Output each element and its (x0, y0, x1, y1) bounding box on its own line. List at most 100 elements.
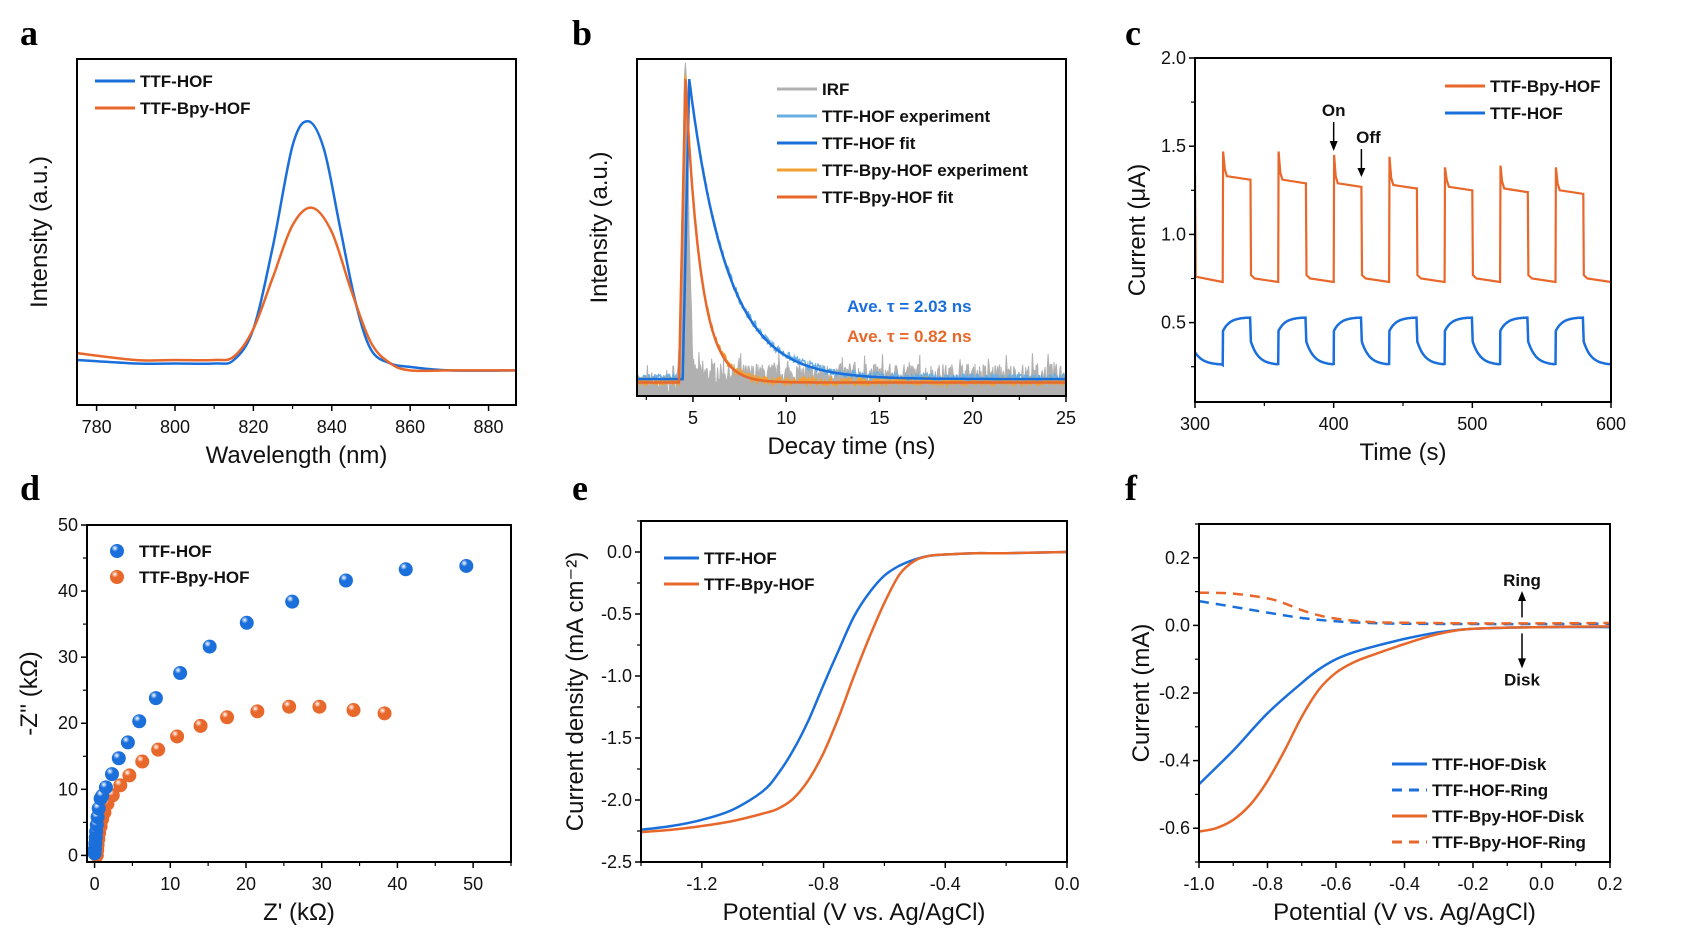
x-axis-label: Wavelength (nm) (206, 442, 388, 469)
x-tick-label: 10 (160, 874, 180, 894)
y-tick-label: 1.5 (1161, 136, 1186, 156)
x-tick-label: 300 (1180, 414, 1210, 434)
plot-frame (1198, 523, 1611, 863)
legend-label: TTF-HOF (704, 549, 777, 568)
data-point (202, 639, 217, 654)
x-tick-label: -1.0 (1183, 874, 1214, 894)
x-axis-label: Time (s) (1359, 439, 1446, 466)
x-axis-label: Potential (V vs. Ag/AgCl) (723, 899, 986, 926)
x-tick-label: 0 (90, 874, 100, 894)
y-axis-label: Current (mA) (1128, 624, 1155, 763)
x-tick-label: -0.4 (1389, 874, 1420, 894)
data-point (239, 615, 254, 630)
y-tick-label: 10 (58, 779, 78, 799)
legend-label: TTF-Bpy-HOF (140, 99, 250, 118)
x-tick-label: 0.2 (1597, 874, 1622, 894)
data-point (132, 714, 147, 729)
series-line-ttf-bpy-hof-fit (637, 79, 1066, 384)
legend-label: TTF-HOF (140, 72, 213, 91)
y-tick-label: -0.5 (601, 604, 632, 624)
panel-a: a 780 800 820 840 860 880 Wavelength (nm) Intens… (20, 13, 517, 469)
legend-label: TTF-HOF-Ring (1432, 781, 1548, 800)
x-axis-label: Z' (kΩ) (263, 899, 335, 926)
ring-annotation: Ring (1503, 571, 1541, 590)
series-line-ttf-hof (77, 120, 516, 372)
lifetime-annotation: Ave. τ = 2.03 ns (847, 297, 972, 316)
y-axis-label: -Z'' (kΩ) (16, 651, 43, 735)
y-tick-label: -0.6 (1159, 818, 1190, 838)
x-tick-label: 5 (688, 408, 698, 428)
y-tick-label: 50 (58, 515, 78, 535)
plot-frame (636, 58, 1067, 397)
data-point (338, 573, 353, 588)
data-point (398, 562, 413, 577)
panel-e: e -1.2 -0.8 -0.4 0.0 -2.5 -2.0 -1.5 -1.0 -0.5 0.0 P… (562, 468, 1080, 926)
x-axis-label: Potential (V vs. Ag/AgCl) (1273, 899, 1536, 926)
y-tick-label: 20 (58, 713, 78, 733)
x-tick-label: 15 (869, 408, 889, 428)
x-tick-label: 20 (236, 874, 256, 894)
data-point (98, 780, 113, 795)
legend-label: TTF-Bpy-HOF fit (822, 188, 954, 207)
lifetime-annotation: Ave. τ = 0.82 ns (847, 327, 972, 346)
y-tick-label: -0.2 (1159, 683, 1190, 703)
x-tick-label: 820 (238, 417, 268, 437)
legend-label: IRF (822, 80, 849, 99)
x-tick-label: 600 (1596, 414, 1626, 434)
x-tick-label: 50 (463, 874, 483, 894)
legend-label: TTF-Bpy-HOF (704, 575, 814, 594)
on-arrow-head (1329, 141, 1338, 151)
data-point (148, 691, 163, 706)
x-tick-label: -0.8 (1252, 874, 1283, 894)
legend-label: TTF-Bpy-HOF experiment (822, 161, 1028, 180)
data-point (282, 699, 297, 714)
series-line-ttf-hof-fit (637, 79, 1066, 381)
legend-label: TTF-Bpy-HOF (1490, 77, 1600, 96)
x-tick-label: 0.0 (1054, 874, 1079, 894)
data-point (285, 594, 300, 609)
x-tick-label: 25 (1056, 408, 1076, 428)
panel-label: b (572, 13, 592, 53)
panel-f: f -1.0 -0.8 -0.6 -0.4 -0.2 0.0 0.2 -0.6 -0.4 -0.2 0… (1125, 468, 1623, 926)
x-tick-label: 840 (317, 417, 347, 437)
panel-label: c (1125, 13, 1141, 53)
y-axis-label: Current density (mA cm⁻²) (562, 552, 589, 831)
x-tick-label: -0.6 (1320, 874, 1351, 894)
panel-label: a (20, 13, 38, 53)
y-tick-label: 0 (68, 845, 78, 865)
data-point (120, 735, 135, 750)
data-point (312, 699, 327, 714)
y-tick-label: -1.5 (601, 728, 632, 748)
data-point (459, 558, 474, 573)
panel-b: b 5 10 15 20 25 Decay time (ns) Intensity (a.u.… (572, 13, 1076, 460)
legend-marker (110, 544, 124, 558)
data-point (377, 706, 392, 721)
series-line-ttf-bpy-hof-disk (1199, 625, 1610, 833)
x-tick-label: -0.2 (1457, 874, 1488, 894)
x-tick-label: 800 (160, 417, 190, 437)
x-tick-label: 10 (776, 408, 796, 428)
data-point (220, 710, 235, 725)
ring-arrow-head (1518, 591, 1526, 601)
legend-label: TTF-HOF experiment (822, 107, 990, 126)
x-tick-label: 780 (82, 417, 112, 437)
x-tick-label: 30 (312, 874, 332, 894)
y-tick-label: 0.0 (1165, 615, 1190, 635)
legend-label: TTF-Bpy-HOF-Disk (1432, 807, 1585, 826)
x-tick-label: 20 (963, 408, 983, 428)
y-tick-label: -0.4 (1159, 751, 1190, 771)
data-point (193, 718, 208, 733)
x-tick-label: -1.2 (686, 874, 717, 894)
y-axis-label: Current (μA) (1124, 164, 1151, 297)
series-line-ttf-bpy-hof (77, 206, 516, 373)
x-axis-label: Decay time (ns) (767, 433, 935, 460)
series-line-ttf-hof-disk (1199, 625, 1610, 786)
x-tick-label: -0.4 (930, 874, 961, 894)
data-point (111, 751, 126, 766)
on-annotation: On (1322, 101, 1346, 120)
y-tick-label: 0.5 (1161, 313, 1186, 333)
y-tick-label: 40 (58, 581, 78, 601)
series-line-ttf-hof (1195, 316, 1611, 368)
y-tick-label: 30 (58, 647, 78, 667)
